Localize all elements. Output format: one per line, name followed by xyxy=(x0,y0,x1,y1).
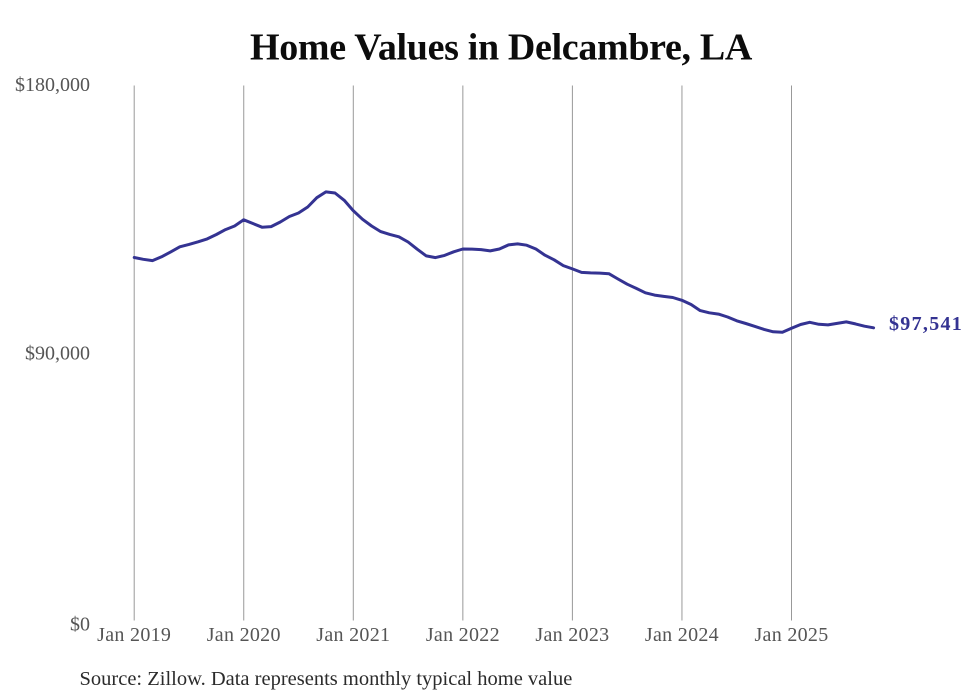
svg-text:$0: $0 xyxy=(70,613,90,635)
svg-text:Source: Zillow. Data represent: Source: Zillow. Data represents monthly … xyxy=(80,668,573,690)
svg-text:Jan 2025: Jan 2025 xyxy=(754,624,828,646)
svg-text:Jan 2021: Jan 2021 xyxy=(316,624,390,646)
svg-text:$90,000: $90,000 xyxy=(25,342,90,364)
svg-text:Jan 2019: Jan 2019 xyxy=(97,624,171,646)
svg-text:Jan 2024: Jan 2024 xyxy=(645,624,719,646)
svg-text:$180,000: $180,000 xyxy=(15,74,90,96)
svg-text:Jan 2020: Jan 2020 xyxy=(207,624,281,646)
svg-text:$97,541: $97,541 xyxy=(889,313,963,335)
svg-text:Home Values in Delcambre, LA: Home Values in Delcambre, LA xyxy=(250,27,753,69)
svg-text:Jan 2023: Jan 2023 xyxy=(535,624,609,646)
svg-text:Jan 2022: Jan 2022 xyxy=(426,624,500,646)
